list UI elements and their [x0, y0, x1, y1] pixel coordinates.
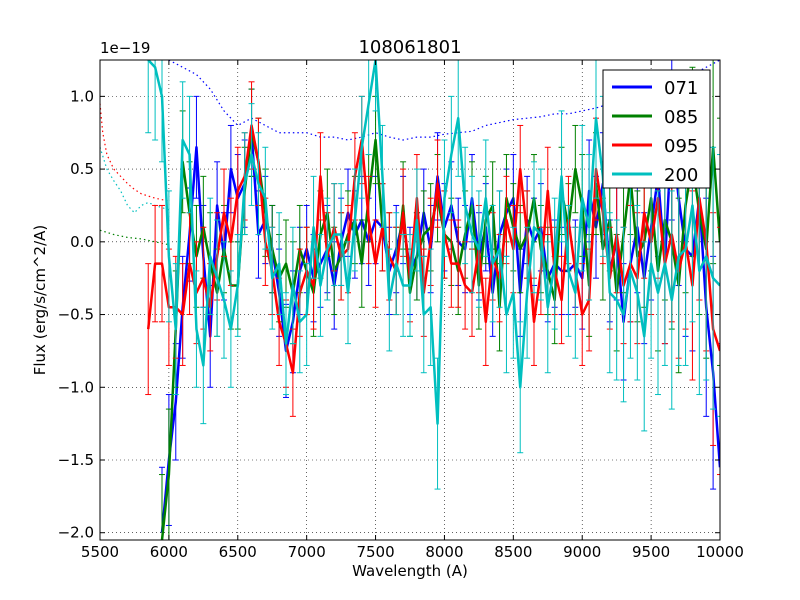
- chart-title: 108061801: [358, 37, 461, 58]
- x-tick-label: 8000: [425, 543, 463, 561]
- series-200: [145, 60, 720, 490]
- dotted-line: [168, 59, 721, 141]
- legend-label-085: 085: [664, 107, 698, 128]
- y-tick-label: −0.5: [58, 306, 94, 324]
- y-tick-label: −1.0: [58, 378, 94, 396]
- legend: 071 085 095 200: [602, 69, 711, 189]
- axes-frame: [99, 59, 721, 541]
- legend-label-071: 071: [664, 78, 698, 99]
- legend-label-095: 095: [664, 136, 698, 157]
- y-tick-label: 0.0: [70, 233, 94, 251]
- legend-label-200: 200: [664, 165, 698, 186]
- series-line-200: [147, 60, 720, 425]
- x-tick-label: 10000: [696, 543, 744, 561]
- x-tick-label: 7000: [288, 543, 326, 561]
- x-axis-label: Wavelength (A): [352, 562, 468, 580]
- x-tick-label: 8500: [494, 543, 532, 561]
- dotted-reference-lines: [99, 59, 721, 246]
- y-offset-text: 1e−19: [100, 39, 150, 57]
- x-tick-label: 6500: [219, 543, 257, 561]
- y-tick-label: −1.5: [58, 451, 94, 469]
- series-line-095: [146, 124, 720, 374]
- y-axis-label: Flux (erg/s/cm^2/A): [31, 225, 49, 376]
- x-tick-label: 9000: [563, 543, 601, 561]
- legend-box: [602, 69, 711, 189]
- dotted-line: [99, 229, 170, 246]
- x-tick-label: 9500: [632, 543, 670, 561]
- y-tick-label: 1.0: [70, 87, 94, 105]
- x-tick-label: 5500: [81, 543, 119, 561]
- tick-labels: 5500 6000 6500 7000 7500 8000 8500 9000 9500 1000…: [58, 87, 744, 561]
- y-tick-label: 0.5: [70, 160, 94, 178]
- axis-ticks: [99, 60, 721, 540]
- y-tick-label: −2.0: [58, 524, 94, 542]
- x-tick-label: 6000: [150, 543, 188, 561]
- x-tick-label: 7500: [356, 543, 394, 561]
